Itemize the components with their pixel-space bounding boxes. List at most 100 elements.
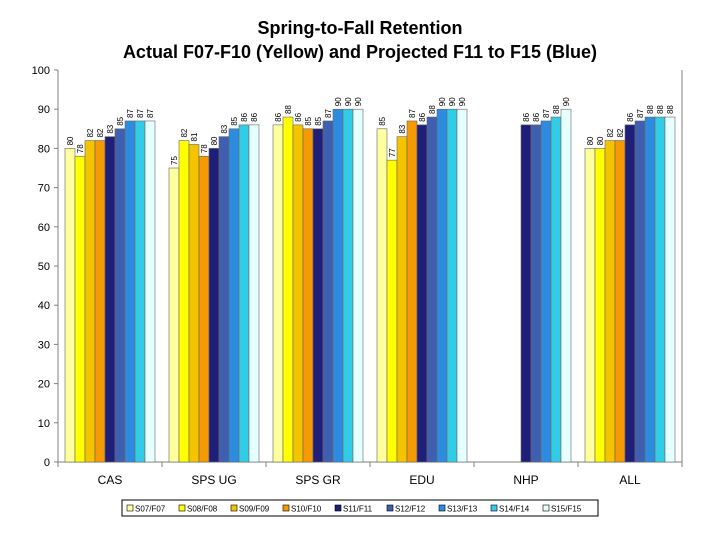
bar	[332, 108, 344, 463]
category-label: SPS GR	[295, 473, 341, 487]
data-label: 80	[210, 136, 219, 145]
legend-label: S07/F07	[135, 505, 166, 514]
legend-swatch	[386, 504, 394, 512]
data-label: 82	[86, 128, 95, 137]
bar	[168, 167, 180, 463]
bar	[446, 108, 458, 463]
data-label: 88	[656, 105, 665, 114]
data-label: 86	[240, 112, 249, 121]
data-label: 86	[532, 112, 541, 121]
bar	[208, 148, 220, 463]
data-label: 82	[180, 128, 189, 137]
data-label: 86	[522, 112, 531, 121]
bar	[238, 124, 250, 463]
data-label: 90	[344, 97, 353, 106]
bar	[614, 140, 626, 463]
bar	[406, 120, 418, 463]
data-label: 86	[274, 112, 283, 121]
data-label: 85	[314, 116, 323, 125]
bar	[272, 124, 284, 463]
bar	[292, 124, 304, 463]
category-label: SPS UG	[191, 473, 236, 487]
data-label: 90	[438, 97, 447, 106]
bar	[198, 155, 210, 463]
data-label: 85	[304, 116, 313, 125]
category-label: NHP	[513, 473, 538, 487]
data-label: 90	[562, 97, 571, 106]
data-label: 80	[586, 136, 595, 145]
bar	[218, 136, 230, 463]
data-label: 83	[106, 124, 115, 133]
bar	[302, 128, 314, 463]
category-label: ALL	[619, 473, 641, 487]
bar	[584, 148, 596, 463]
legend-swatch	[334, 504, 342, 512]
data-label: 88	[552, 105, 561, 114]
data-label: 83	[398, 124, 407, 133]
data-label: 85	[116, 116, 125, 125]
data-label: 83	[220, 124, 229, 133]
data-label: 86	[250, 112, 259, 121]
data-label: 77	[388, 148, 397, 157]
bar	[84, 140, 96, 463]
bar	[114, 128, 126, 463]
bar	[644, 116, 656, 463]
data-label: 82	[96, 128, 105, 137]
bar	[540, 120, 552, 463]
bar	[178, 140, 190, 463]
bar	[352, 108, 364, 463]
legend-swatch	[282, 504, 290, 512]
data-label: 85	[378, 116, 387, 125]
legend-label: S11/F11	[343, 505, 373, 514]
data-label: 87	[636, 109, 645, 118]
legend-swatch	[126, 504, 134, 512]
bar	[248, 124, 260, 463]
y-tick-label: 20	[38, 379, 50, 391]
legend-label: S13/F13	[447, 505, 478, 514]
bar	[74, 155, 86, 463]
data-label: 82	[616, 128, 625, 137]
bar	[426, 116, 438, 463]
legend-label: S08/F08	[187, 505, 218, 514]
y-tick-label: 60	[38, 222, 50, 234]
data-label: 90	[334, 97, 343, 106]
data-label: 87	[146, 109, 155, 118]
category-label: EDU	[409, 473, 434, 487]
bar	[376, 128, 388, 463]
bar	[416, 124, 428, 463]
bar	[520, 124, 532, 463]
legend-label: S12/F12	[395, 505, 426, 514]
legend-label: S15/F15	[551, 505, 582, 514]
bar	[228, 128, 240, 463]
bar	[654, 116, 666, 463]
data-label: 78	[76, 144, 85, 153]
y-tick-label: 30	[38, 339, 50, 351]
bar	[436, 108, 448, 463]
legend-label: S14/F14	[499, 505, 530, 514]
chart-subtitle: Actual F07-F10 (Yellow) and Projected F1…	[122, 42, 598, 62]
data-label: 80	[66, 136, 75, 145]
bar	[664, 116, 676, 463]
bar	[322, 120, 334, 463]
bar	[560, 108, 572, 463]
data-label: 87	[136, 109, 145, 118]
bar	[396, 136, 408, 463]
data-label: 78	[200, 144, 209, 153]
y-tick-label: 90	[38, 104, 50, 116]
y-tick-label: 40	[38, 300, 50, 312]
data-label: 87	[542, 109, 551, 118]
y-tick-label: 10	[38, 418, 50, 430]
bar	[282, 116, 294, 463]
chart-title: Spring-to-Fall Retention	[257, 18, 463, 38]
data-label: 80	[596, 136, 605, 145]
bar	[594, 148, 606, 463]
bar	[64, 148, 76, 463]
data-label: 88	[666, 105, 675, 114]
data-label: 86	[294, 112, 303, 121]
data-label: 88	[428, 105, 437, 114]
bar	[624, 124, 636, 463]
data-label: 88	[284, 105, 293, 114]
legend-box	[121, 499, 599, 517]
data-label: 87	[324, 109, 333, 118]
